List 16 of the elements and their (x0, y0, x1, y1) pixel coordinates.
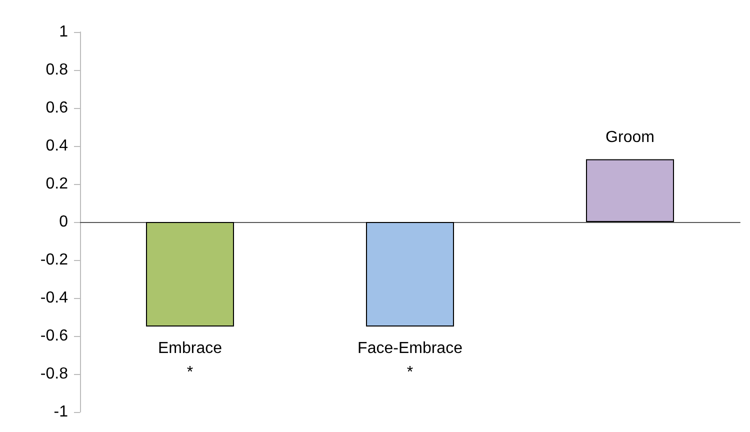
y-tick-label: -0.8 (40, 366, 68, 382)
x-tick-label: Face-Embrace (358, 340, 463, 357)
y-tick-label: 0 (59, 214, 68, 230)
annotation: * (186, 364, 194, 381)
annotation: * (406, 364, 414, 381)
y-tick-label: -0.4 (40, 290, 68, 306)
y-tick-label: -0.6 (40, 328, 68, 344)
y-tick-label: 0.4 (46, 138, 68, 154)
y-tick-label: 0.2 (46, 176, 68, 192)
y-tick-label: -0.2 (40, 252, 68, 268)
y-tick-label: 0.6 (46, 100, 68, 116)
x-tick-label: Embrace (158, 340, 222, 357)
x-tick-label: Groom (606, 128, 654, 146)
y-tick-label: 0.8 (46, 62, 68, 78)
y-tick-label: -1 (54, 404, 68, 420)
y-tick-label: 1 (59, 24, 68, 40)
